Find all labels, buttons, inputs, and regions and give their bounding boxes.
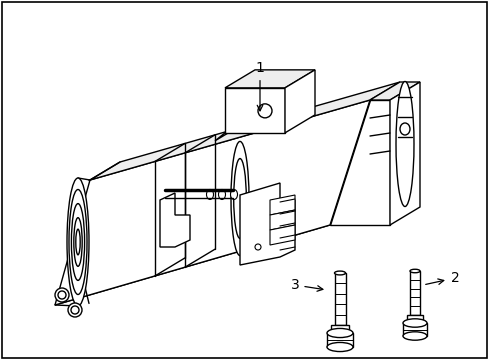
Ellipse shape [402, 319, 426, 327]
Polygon shape [55, 207, 359, 305]
Text: 2: 2 [425, 271, 458, 285]
Polygon shape [329, 100, 389, 225]
Ellipse shape [326, 342, 352, 352]
Ellipse shape [254, 244, 261, 250]
Polygon shape [269, 225, 294, 245]
Polygon shape [224, 88, 285, 133]
Ellipse shape [230, 141, 248, 256]
Polygon shape [90, 82, 399, 180]
Ellipse shape [334, 271, 345, 275]
Ellipse shape [233, 158, 246, 238]
Polygon shape [406, 315, 423, 323]
Ellipse shape [326, 328, 352, 338]
Ellipse shape [206, 189, 213, 199]
Polygon shape [269, 195, 294, 215]
Ellipse shape [67, 178, 89, 306]
Polygon shape [326, 333, 352, 347]
Ellipse shape [58, 291, 66, 299]
Ellipse shape [55, 288, 69, 302]
Polygon shape [160, 193, 190, 247]
Ellipse shape [399, 123, 409, 135]
Polygon shape [285, 70, 314, 133]
Polygon shape [402, 323, 426, 336]
Ellipse shape [258, 104, 271, 118]
Polygon shape [334, 273, 345, 325]
Text: 1: 1 [255, 61, 264, 111]
Ellipse shape [69, 189, 87, 294]
Ellipse shape [402, 332, 426, 340]
Ellipse shape [71, 306, 79, 314]
Ellipse shape [74, 218, 82, 266]
Polygon shape [224, 70, 314, 88]
Ellipse shape [395, 81, 413, 207]
Polygon shape [409, 271, 419, 315]
Ellipse shape [230, 189, 237, 199]
Polygon shape [369, 82, 419, 100]
Ellipse shape [71, 204, 84, 280]
Ellipse shape [76, 229, 80, 255]
Text: 3: 3 [290, 278, 322, 292]
Polygon shape [215, 115, 254, 141]
Polygon shape [330, 325, 348, 333]
Polygon shape [269, 210, 294, 230]
Ellipse shape [218, 189, 225, 199]
Polygon shape [240, 183, 294, 265]
Ellipse shape [68, 303, 82, 317]
Ellipse shape [409, 269, 419, 273]
Polygon shape [55, 100, 369, 305]
Polygon shape [389, 82, 419, 225]
